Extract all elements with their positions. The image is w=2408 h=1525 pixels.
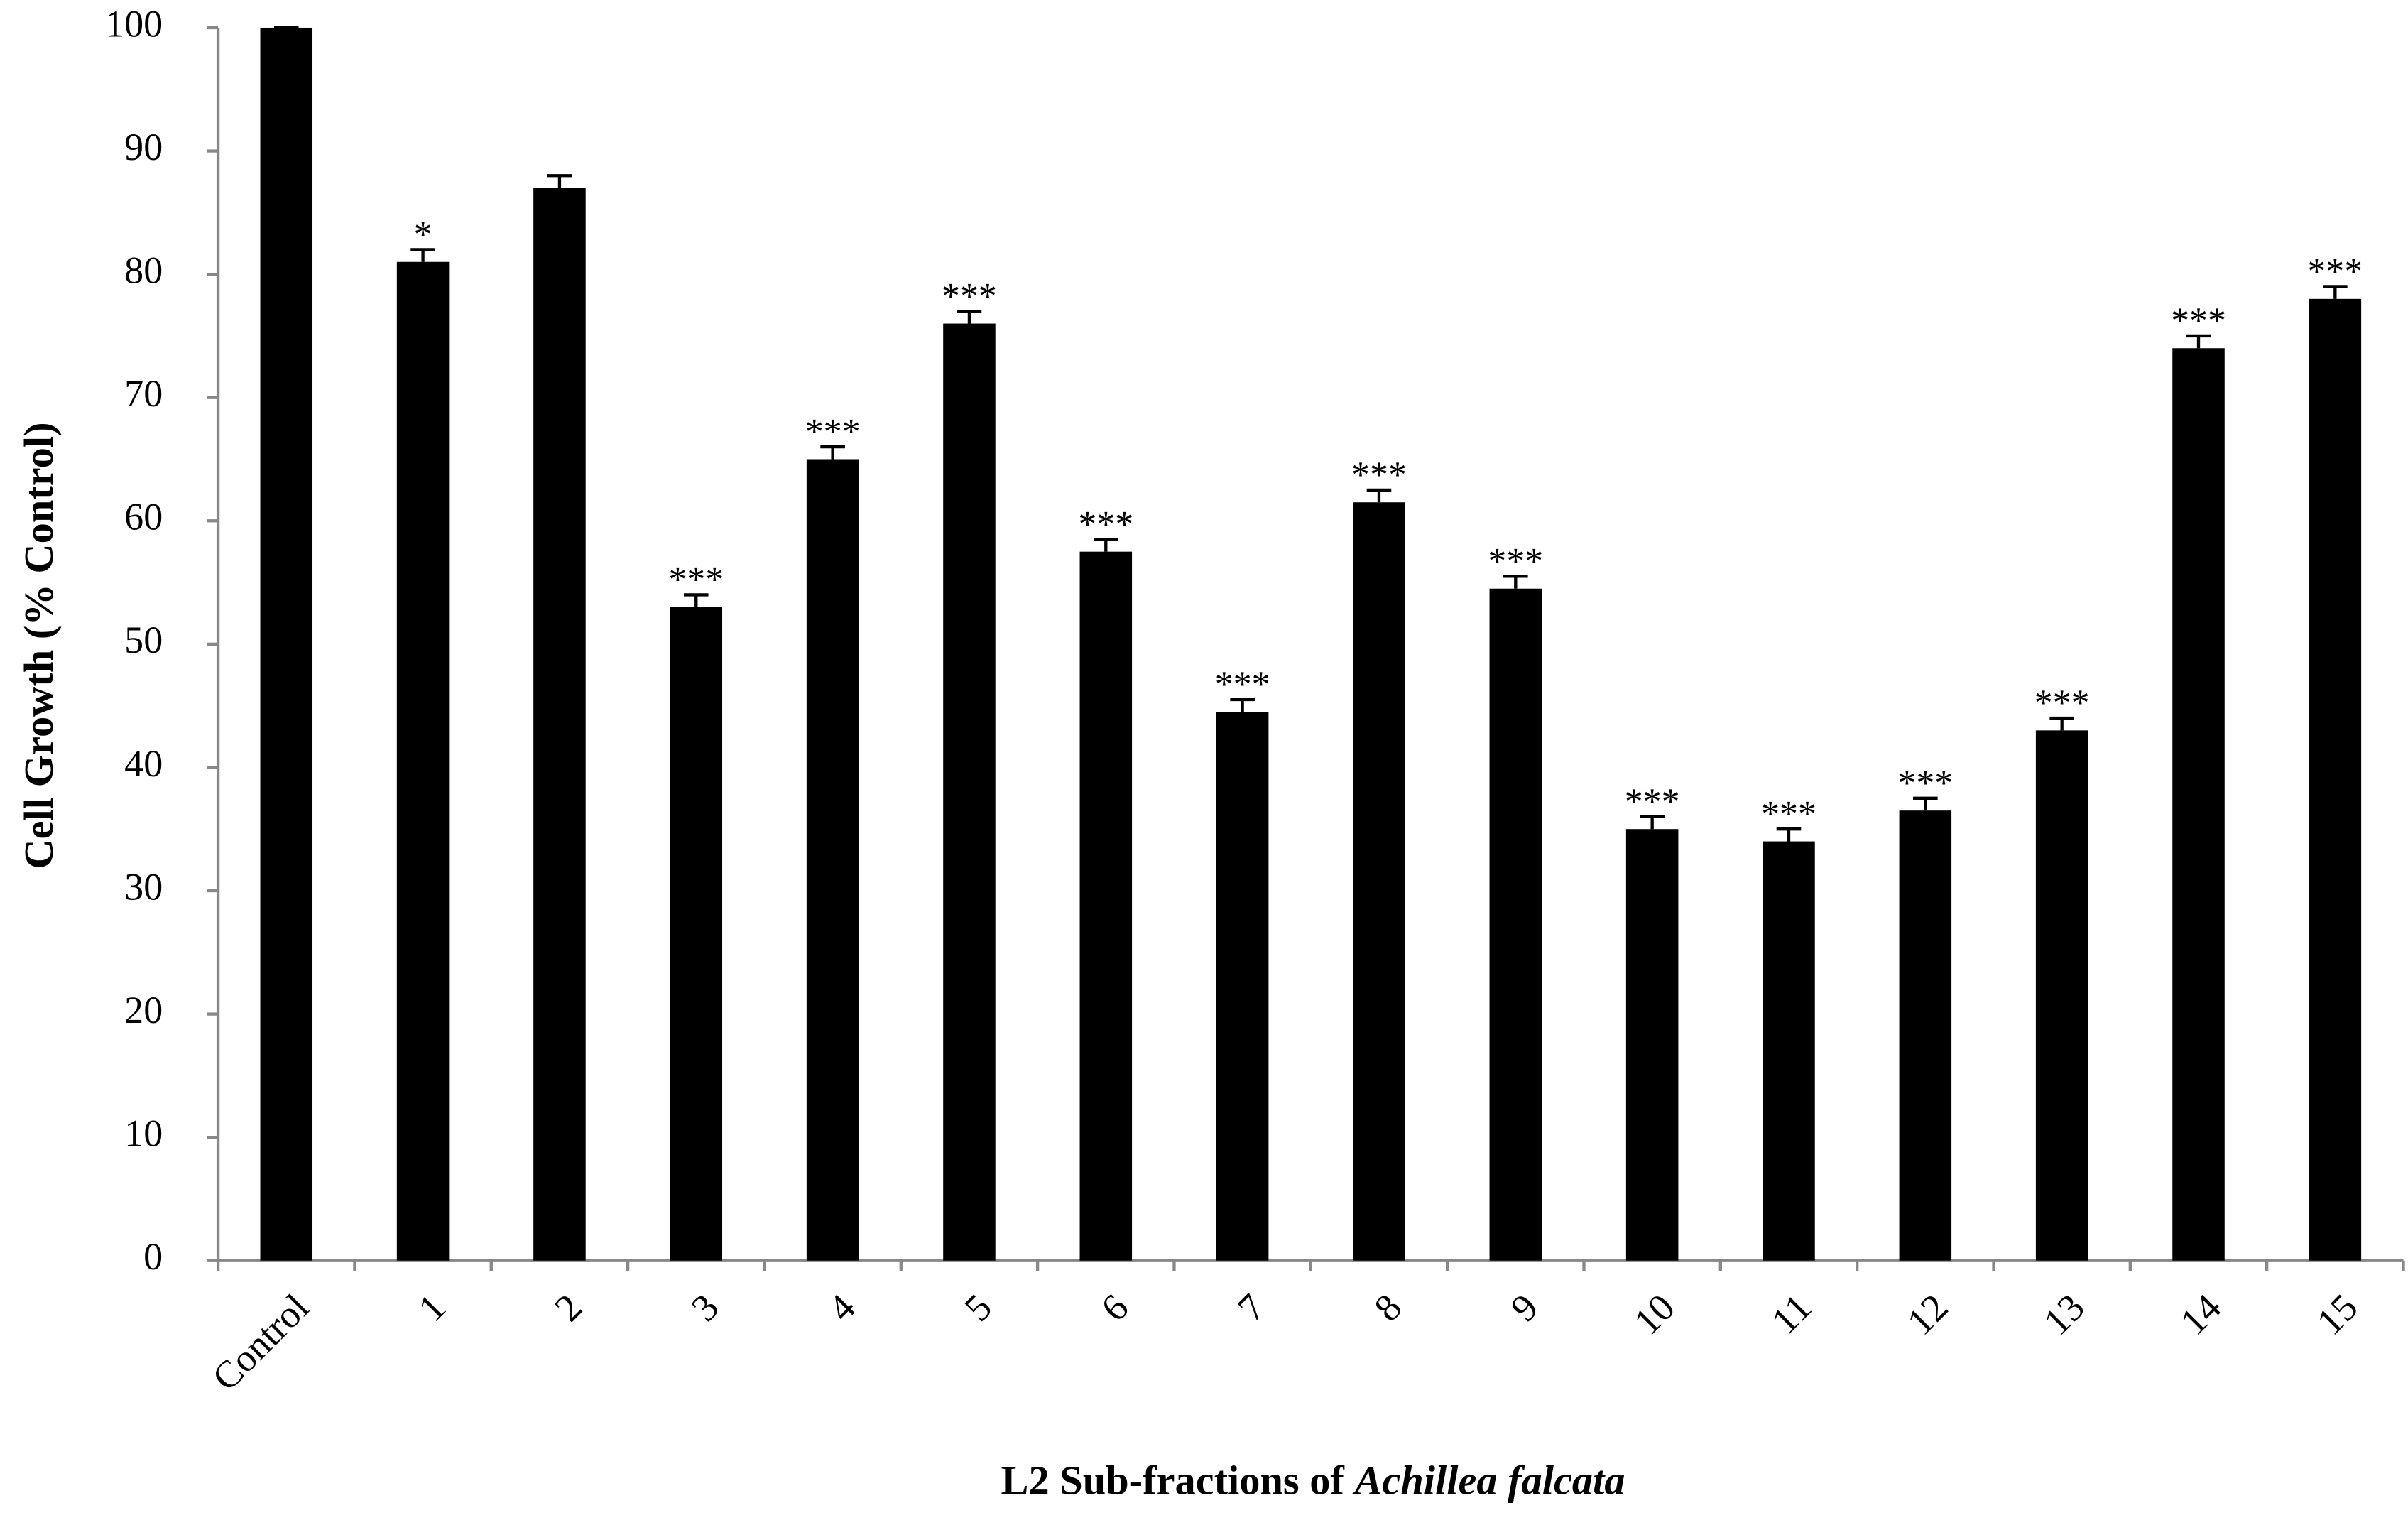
bar [1353,502,1405,1261]
significance-label: *** [805,412,861,452]
bar [2035,730,2088,1261]
bar [1489,588,1542,1261]
bar [670,607,723,1261]
bar [533,188,586,1261]
significance-label: *** [2307,251,2363,292]
y-tick-label: 90 [124,126,163,168]
x-tick-label: 7 [1229,1286,1273,1330]
bar [1079,551,1133,1261]
x-tick-label: 12 [1899,1286,1956,1343]
x-axis-label: L2 Sub-fractions of Achillea falcata [1001,1458,1625,1504]
x-tick-label: 11 [1763,1286,1819,1342]
y-tick-label: 30 [124,865,163,908]
x-tick-label: 10 [1625,1286,1683,1343]
x-tick-label: 2 [547,1286,591,1330]
y-tick-label: 80 [124,249,163,292]
bar [943,323,996,1261]
bar [1216,712,1269,1261]
significance-label: *** [1897,763,1953,803]
significance-label: *** [1351,455,1407,496]
x-tick-label: 1 [410,1286,454,1330]
significance-label: *** [1761,794,1816,835]
x-tick-label: 8 [1366,1286,1410,1330]
x-tick-label: Control [204,1286,317,1399]
y-tick-label: 70 [124,372,163,415]
significance-label: *** [1625,782,1680,823]
x-tick-label: 15 [2309,1286,2366,1343]
x-tick-label: 14 [2172,1286,2230,1343]
bar [1625,829,1679,1261]
significance-label: *** [2171,301,2226,342]
bar [1763,841,1815,1261]
significance-label: *** [2034,683,2090,724]
bar [396,261,450,1261]
y-tick-label: 40 [124,742,163,785]
significance-label: *** [1488,541,1543,582]
x-tick-label: 5 [957,1286,1001,1330]
bar [806,459,859,1261]
x-tick-label: 9 [1503,1286,1547,1330]
x-tick-label: 3 [683,1286,727,1330]
x-axis-label-species: Achillea falcata [1351,1458,1625,1504]
significance-label: *** [668,560,724,600]
x-tick-label: 13 [2035,1286,2093,1343]
bar [260,27,313,1261]
bar [2172,348,2225,1261]
y-axis-label: Cell Growth (% Control) [16,422,62,869]
significance-label: *** [1215,665,1270,705]
y-tick-label: 100 [105,2,163,45]
significance-label: *** [1078,504,1133,545]
significance-label: * [414,215,432,255]
significance-label: *** [942,276,997,317]
x-tick-label: 6 [1093,1286,1137,1330]
y-tick-label: 60 [124,496,163,538]
bar [1899,810,1952,1261]
y-tick-label: 20 [124,989,163,1031]
x-tick-label: 4 [819,1286,863,1330]
y-tick-label: 50 [124,619,163,661]
x-axis-label-text: L2 Sub-fractions of [1001,1458,1346,1504]
y-tick-label: 0 [143,1235,163,1278]
bar [2309,298,2362,1261]
y-tick-label: 10 [124,1112,163,1155]
